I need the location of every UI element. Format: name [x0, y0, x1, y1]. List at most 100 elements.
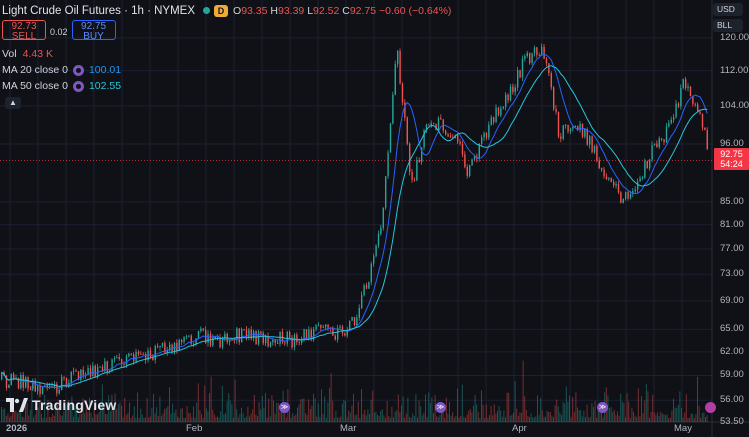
candle-body: [493, 117, 495, 123]
volume-bar: [503, 410, 505, 422]
volume-bar: [543, 416, 545, 422]
price-tick-label: 62.00: [720, 345, 744, 357]
candle-body: [425, 124, 428, 131]
volume-bar: [117, 404, 119, 422]
candle-body: [613, 181, 615, 186]
candle-body: [233, 339, 236, 341]
volume-bar: [509, 415, 511, 422]
candle-body: [581, 123, 584, 137]
volume-bar: [316, 416, 318, 422]
volume-bar: [298, 404, 300, 422]
event-marker-icon[interactable]: [705, 402, 716, 413]
candle-body: [248, 329, 250, 338]
volume-bar: [237, 417, 239, 422]
candle-body: [344, 333, 346, 336]
volume-bar: [404, 417, 406, 422]
candle-body: [365, 285, 368, 289]
candle-body: [327, 324, 329, 328]
volume-bar: [628, 401, 630, 422]
chevron-up-icon[interactable]: ▲: [5, 97, 21, 109]
candle-body: [670, 119, 672, 124]
volume-bar: [447, 413, 449, 422]
volume-bar: [607, 395, 609, 422]
volume-bar: [18, 409, 20, 422]
candle-body: [80, 369, 82, 380]
buy-button[interactable]: 92.75 BUY: [71, 20, 116, 42]
candle-body: [267, 335, 269, 347]
volume-bar: [175, 409, 177, 422]
price-tick-label: 73.00: [720, 268, 744, 280]
volume-bar: [572, 397, 574, 422]
ma50-indicator[interactable]: MA 50 close 0 102.55: [2, 80, 122, 92]
volume-bar: [162, 413, 164, 422]
candle-body: [116, 357, 118, 359]
volume-bar: [77, 417, 79, 422]
volume-bar: [113, 405, 114, 422]
volume-bar: [490, 405, 492, 422]
event-marker-icon[interactable]: ≫: [435, 402, 446, 413]
volume-bar: [697, 376, 698, 422]
event-marker-icon[interactable]: ≫: [279, 402, 290, 413]
volume-bar: [181, 407, 183, 422]
volume-bar: [60, 415, 62, 422]
volume-bar: [652, 395, 654, 422]
candle-body: [272, 339, 274, 343]
volume-bar: [407, 397, 409, 422]
candle-body: [562, 125, 564, 139]
currency-button[interactable]: USD: [713, 3, 743, 16]
volume-bar: [145, 417, 146, 422]
candle-body: [394, 64, 396, 95]
volume-bar: [108, 395, 110, 422]
volume-bar: [519, 412, 521, 422]
volume-bar: [677, 404, 679, 422]
volume-bar: [417, 417, 418, 422]
candle-body: [154, 346, 156, 361]
volume-bar: [442, 412, 444, 422]
volume-bar: [159, 396, 161, 422]
volume-bar: [362, 414, 364, 422]
candle-body: [200, 328, 202, 332]
volume-bar: [409, 417, 410, 422]
sell-button[interactable]: 92.73 SELL: [2, 20, 46, 42]
volume-bar: [625, 417, 626, 422]
data-badge-icon[interactable]: D: [214, 4, 229, 17]
ma20-indicator[interactable]: MA 20 close 0 100.01: [2, 64, 122, 76]
volume-bar: [25, 405, 26, 422]
volume-bar: [372, 390, 374, 422]
candle-body: [481, 137, 483, 144]
volume-bar: [234, 379, 236, 422]
volume-bar: [377, 414, 378, 422]
candle-body: [82, 369, 84, 376]
volume-bar: [129, 402, 130, 422]
candle-body: [401, 83, 404, 103]
candle-body: [665, 126, 668, 143]
candle-body: [94, 365, 96, 378]
candle-body: [375, 245, 377, 257]
volume-bar: [172, 403, 174, 422]
volume-bar: [143, 417, 145, 422]
volume-bar: [327, 402, 329, 422]
symbol-title[interactable]: Light Crude Oil Futures · 1h · NYMEX: [2, 4, 196, 17]
candle-body: [224, 333, 226, 339]
volume-bar: [301, 398, 303, 422]
unit-button[interactable]: BLL: [713, 19, 743, 32]
volume-bar: [533, 417, 535, 422]
volume-indicator[interactable]: Vol 4.43 K: [2, 48, 53, 60]
settings-icon[interactable]: [72, 64, 84, 76]
candle-body: [337, 327, 339, 340]
volume-bar: [167, 405, 169, 422]
volume-bar: [593, 407, 594, 422]
settings-icon[interactable]: [72, 80, 84, 92]
candle-body: [699, 112, 701, 114]
volume-bar: [169, 387, 170, 422]
candle-body: [315, 325, 317, 330]
candle-body: [435, 123, 437, 130]
candle-body: [358, 308, 360, 318]
ma50-line: [1, 65, 708, 388]
tradingview-logo[interactable]: TradingView: [6, 397, 116, 413]
candle-body: [351, 317, 353, 321]
candle-body: [560, 136, 562, 139]
volume-bar: [449, 401, 450, 422]
event-marker-icon[interactable]: ≫: [597, 402, 608, 413]
